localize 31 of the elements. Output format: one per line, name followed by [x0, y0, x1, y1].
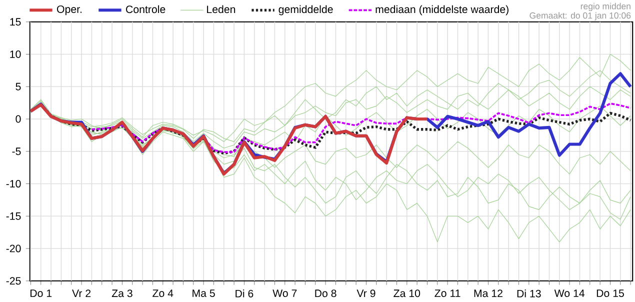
legend-label: Oper.	[57, 6, 82, 16]
y-tick-label: 15	[10, 18, 21, 26]
x-tick-label: Za 3	[112, 290, 132, 298]
x-tick-label: Ma 12	[474, 290, 502, 298]
x-tick-label: Di 13	[517, 290, 541, 298]
x-tick-label: Za 10	[394, 290, 420, 298]
legend-label: Controle	[126, 5, 166, 14]
x-tick-label: Wo 14	[554, 290, 585, 298]
text: Gemaakt: do 01 jan 10:06	[530, 12, 631, 20]
y-tick-label: -25	[6, 277, 21, 285]
x-tick-label: Ma 5	[192, 290, 215, 298]
legend-label: Leden	[207, 5, 236, 14]
x-tick-label: Wo 7	[272, 290, 297, 298]
y-tick-label: -10	[6, 180, 21, 188]
x-tick-label: Zo 11	[434, 290, 460, 298]
x-tick-label: Do 8	[315, 290, 336, 298]
y-tick-label: -15	[6, 212, 21, 220]
y-tick-label: 0	[16, 115, 21, 123]
y-tick-label: 10	[10, 50, 21, 58]
y-tick-label: 5	[16, 83, 21, 90]
x-tick-label: Vr 9	[356, 290, 376, 298]
x-tick-label: Di 6	[236, 290, 254, 298]
legend-label: gemiddelde	[278, 5, 333, 16]
y-tick-label: -20	[6, 244, 21, 252]
text: regio midden	[580, 2, 630, 12]
x-tick-label: Do 15	[596, 290, 624, 298]
legend-label: mediaan (middelste waarde)	[376, 5, 508, 16]
x-tick-label: Zo 4	[152, 290, 174, 298]
y-tick-label: -5	[12, 148, 21, 156]
x-tick-label: Do 1	[30, 290, 52, 298]
x-tick-label: Vr 2	[72, 290, 91, 298]
